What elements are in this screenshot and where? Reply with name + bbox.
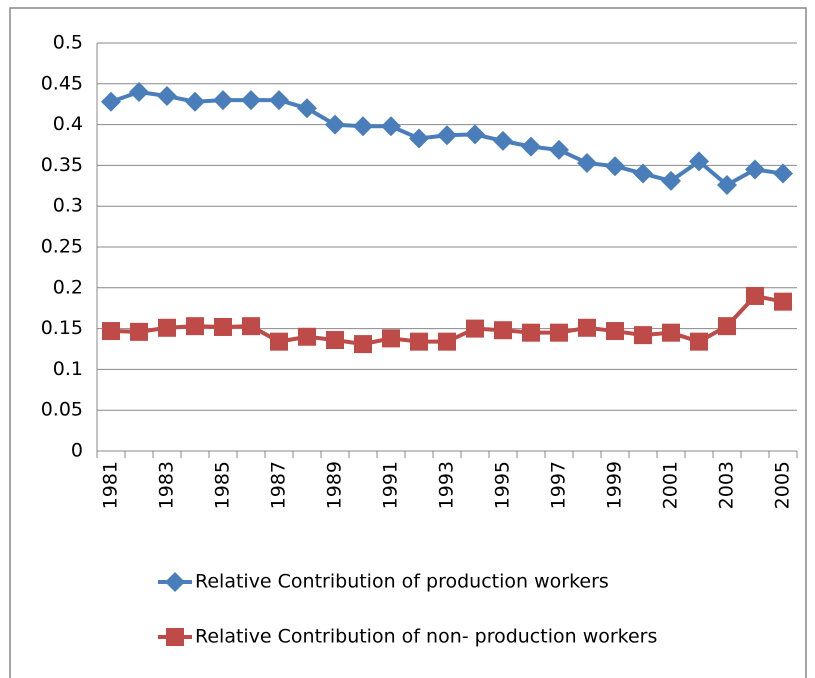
data-point — [102, 322, 120, 341]
y-tick-label: 0.3 — [53, 195, 83, 217]
data-point — [746, 286, 764, 305]
y-tick-label: 0.5 — [53, 32, 83, 54]
y-tick-label: 0.2 — [53, 276, 83, 298]
data-point — [381, 116, 401, 137]
data-point — [353, 116, 373, 137]
data-point — [717, 174, 737, 195]
data-point — [606, 322, 624, 341]
y-tick-label: 0.4 — [53, 113, 83, 135]
x-tick-label: 1981 — [100, 461, 122, 509]
data-point — [157, 86, 177, 107]
x-tick-label: 1985 — [212, 461, 234, 509]
data-point — [465, 124, 485, 145]
data-point — [718, 317, 736, 336]
x-tick-label: 1995 — [492, 461, 514, 509]
data-point — [185, 91, 205, 112]
x-tick-label: 1989 — [324, 461, 346, 509]
data-point — [130, 322, 148, 341]
data-point — [773, 163, 793, 184]
data-point — [438, 332, 456, 351]
data-point — [297, 98, 317, 119]
data-point — [689, 151, 709, 172]
data-point — [241, 90, 261, 111]
data-point — [605, 156, 625, 177]
x-tick-label: 2005 — [772, 461, 794, 509]
data-point — [158, 318, 176, 337]
x-tick-label: 1983 — [156, 461, 178, 509]
data-point — [774, 292, 792, 311]
data-point — [466, 319, 484, 338]
legend-marker — [165, 572, 185, 592]
data-point — [578, 318, 596, 337]
y-tick-label: 0.25 — [41, 236, 83, 258]
data-point — [633, 163, 653, 184]
legend-marker — [166, 628, 184, 646]
data-point — [129, 81, 149, 102]
data-point — [326, 331, 344, 350]
y-tick-label: 0 — [71, 440, 83, 462]
x-tick-label: 1999 — [604, 461, 626, 509]
data-point — [493, 130, 513, 151]
chart-frame — [9, 7, 807, 678]
data-point — [577, 152, 597, 173]
data-point — [242, 317, 260, 336]
data-point — [662, 323, 680, 342]
data-point — [745, 159, 765, 180]
y-tick-label: 0.05 — [41, 399, 83, 421]
data-point — [634, 326, 652, 345]
data-point — [550, 323, 568, 342]
y-tick-label: 0.35 — [41, 154, 83, 176]
y-tick-label: 0.15 — [41, 317, 83, 339]
data-point — [494, 321, 512, 340]
data-point — [549, 139, 569, 160]
x-tick-label: 1993 — [436, 461, 458, 509]
data-point — [186, 317, 204, 336]
data-point — [213, 90, 233, 111]
data-point — [382, 329, 400, 348]
x-tick-label: 1987 — [268, 461, 290, 509]
data-point — [101, 91, 121, 112]
x-tick-label: 1997 — [548, 461, 570, 509]
data-point — [409, 128, 429, 149]
data-point — [410, 332, 428, 351]
x-tick-label: 2001 — [660, 461, 682, 509]
data-point — [325, 114, 345, 135]
data-point — [690, 332, 708, 351]
data-point — [270, 332, 288, 351]
data-point — [437, 125, 457, 146]
data-point — [298, 327, 316, 346]
data-point — [661, 170, 681, 191]
legend-label: Relative Contribution of production work… — [195, 571, 609, 593]
data-point — [521, 136, 541, 157]
data-point — [522, 323, 540, 342]
x-tick-label: 2003 — [716, 461, 738, 509]
x-tick-label: 1991 — [380, 461, 402, 509]
data-point — [354, 335, 372, 354]
legend-label: Relative Contribution of non- production… — [195, 626, 657, 648]
y-tick-label: 0.1 — [53, 358, 83, 380]
data-point — [269, 90, 289, 111]
y-tick-label: 0.45 — [41, 72, 83, 94]
data-point — [214, 317, 232, 336]
